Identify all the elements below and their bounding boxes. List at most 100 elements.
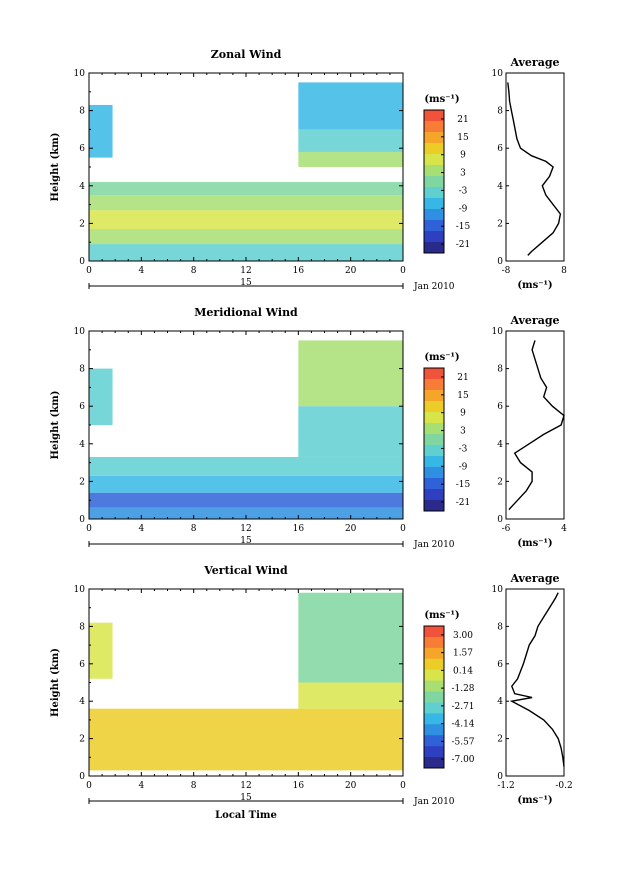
- colorbar-swatch: [424, 242, 444, 254]
- average-title: Average: [509, 572, 559, 585]
- colorbar-swatch: [424, 143, 444, 155]
- average-profile-line: [507, 82, 562, 256]
- colorbar-swatch: [424, 746, 444, 758]
- y-tick-label: 6: [79, 402, 85, 412]
- y-tick-label: 10: [74, 327, 86, 337]
- colorbar-swatch: [424, 176, 444, 188]
- panel-1: [88, 72, 565, 289]
- y-tick-label: 2: [79, 477, 85, 487]
- y-tick-label: 4: [79, 182, 85, 192]
- average-y-tick-label: 10: [492, 327, 504, 337]
- average-x-tick-label: 4: [561, 524, 567, 534]
- heatmap-cell: [298, 592, 403, 683]
- colorbar-swatch: [424, 724, 444, 736]
- heatmap-cell: [298, 129, 403, 152]
- date-label: Jan 2010: [413, 282, 455, 292]
- colorbar-frame: [423, 109, 445, 254]
- colorbar-swatch: [424, 154, 444, 166]
- x-axis-label: Local Time: [215, 810, 277, 821]
- panel-title: Vertical Wind: [203, 564, 288, 577]
- colorbar-swatch: [424, 401, 444, 413]
- heatmap-cell: [89, 475, 403, 493]
- y-axis-label: Height (km): [50, 133, 61, 202]
- colorbar-tick-label: -5.57: [451, 737, 474, 747]
- y-tick-label: 6: [79, 660, 85, 670]
- date-marker: 15: [240, 793, 252, 803]
- y-tick-label: 8: [79, 107, 85, 117]
- x-tick-label: 0: [86, 524, 92, 534]
- average-y-tick-label: 0: [497, 772, 503, 782]
- colorbar-swatch: [424, 500, 444, 512]
- x-tick-label: 16: [293, 524, 305, 534]
- colorbar-tick-label: -3: [459, 186, 468, 196]
- colorbar-unit: (ms⁻¹): [424, 610, 459, 621]
- x-tick-label: 0: [86, 266, 92, 276]
- colorbar-tick-label: 15: [457, 133, 469, 143]
- average-y-tick-label: 2: [497, 219, 503, 229]
- colorbar-unit: (ms⁻¹): [424, 94, 459, 105]
- colorbar-swatch: [424, 626, 444, 638]
- average-y-tick-label: 4: [497, 440, 503, 450]
- colorbar-tick-label: 15: [457, 391, 469, 401]
- x-tick-label: 12: [240, 781, 251, 791]
- average-y-tick-label: 8: [497, 365, 503, 375]
- heatmap-cell: [89, 195, 403, 211]
- panel-title: Meridional Wind: [194, 306, 298, 319]
- heatmap-cell: [298, 151, 403, 167]
- average-y-tick-label: 10: [492, 69, 504, 79]
- y-tick-label: 8: [79, 622, 85, 632]
- x-tick-label: 8: [191, 781, 197, 791]
- average-y-tick-label: 2: [497, 477, 503, 487]
- colorbar-swatch: [424, 220, 444, 232]
- colorbar-swatch: [424, 456, 444, 468]
- colorbar-swatch: [424, 702, 444, 714]
- x-tick-label: 0: [86, 781, 92, 791]
- colorbar-swatch: [424, 489, 444, 501]
- colorbar-swatch: [424, 121, 444, 133]
- average-frame: [505, 72, 565, 262]
- average-x-tick-label: -6: [502, 524, 511, 534]
- x-tick-label: 20: [345, 524, 357, 534]
- heatmap-cell: [89, 368, 113, 425]
- colorbar-swatch: [424, 209, 444, 221]
- average-x-tick-label: -0.2: [555, 781, 572, 791]
- average-unit: (ms⁻¹): [517, 795, 552, 806]
- colorbar-tick-label: 21: [457, 373, 468, 383]
- x-tick-label: 16: [293, 266, 305, 276]
- colorbar-swatch: [424, 132, 444, 144]
- colorbar-swatch: [424, 412, 444, 424]
- colorbar-tick-label: -3: [459, 444, 468, 454]
- x-tick-label: 0: [400, 781, 406, 791]
- average-y-tick-label: 0: [497, 257, 503, 267]
- colorbar-unit: (ms⁻¹): [424, 352, 459, 363]
- colorbar-tick-label: -15: [456, 222, 471, 232]
- panel-2: [88, 330, 565, 547]
- heatmap-cell: [89, 622, 113, 679]
- heatmap-cell: [89, 104, 113, 158]
- colorbar-swatch: [424, 390, 444, 402]
- colorbar-swatch: [424, 658, 444, 671]
- heatmap-cell: [89, 229, 403, 245]
- heatmap-cell: [89, 182, 403, 196]
- colorbar-tick-label: 3: [460, 169, 466, 179]
- heatmap-cell: [298, 340, 403, 407]
- average-unit: (ms⁻¹): [517, 538, 552, 549]
- x-tick-label: 16: [293, 781, 305, 791]
- colorbar-tick-label: -4.14: [451, 720, 474, 730]
- colorbar-tick-label: 1.57: [453, 649, 473, 659]
- colorbar-tick-label: -1.28: [451, 684, 474, 694]
- date-marker: 15: [240, 536, 252, 546]
- colorbar-swatch: [424, 669, 444, 682]
- colorbar-swatch: [424, 757, 444, 769]
- date-label: Jan 2010: [413, 797, 455, 807]
- y-tick-label: 4: [79, 440, 85, 450]
- average-y-tick-label: 8: [497, 107, 503, 117]
- x-tick-label: 12: [240, 524, 251, 534]
- average-y-tick-label: 8: [497, 622, 503, 632]
- heatmap-cell: [89, 456, 403, 476]
- x-tick-label: 12: [240, 266, 251, 276]
- average-y-tick-label: 2: [497, 735, 503, 745]
- colorbar-swatch: [424, 647, 444, 660]
- colorbar-swatch: [424, 379, 444, 391]
- average-title: Average: [509, 314, 559, 327]
